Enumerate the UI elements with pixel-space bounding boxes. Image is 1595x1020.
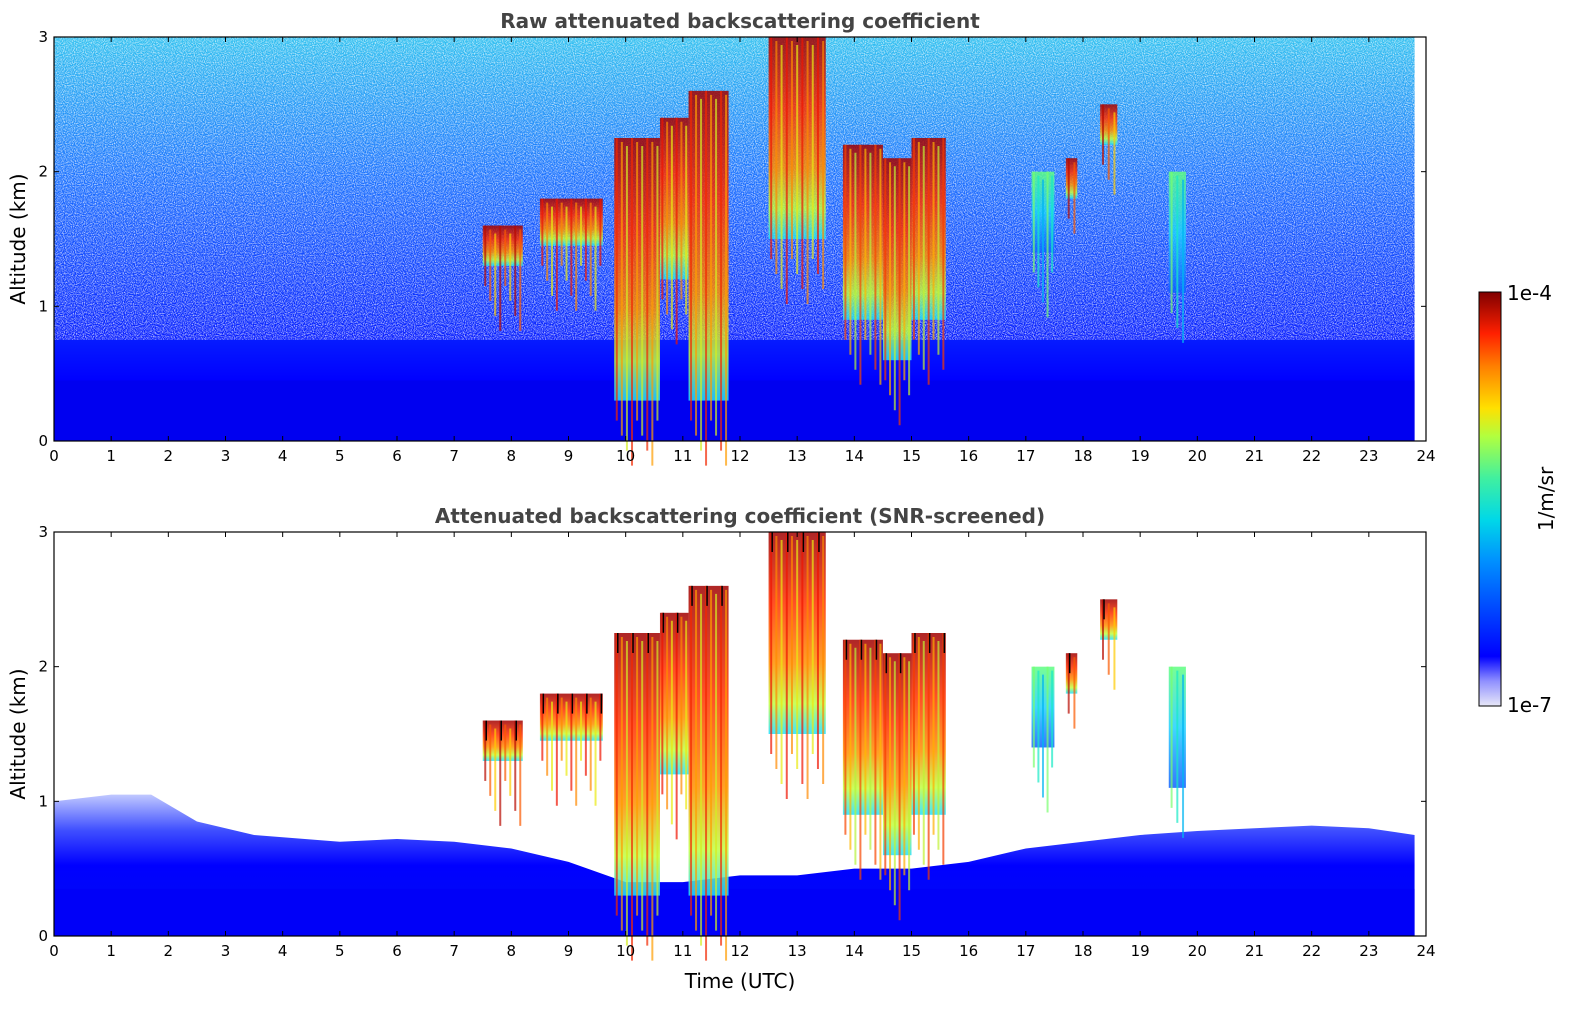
screened-x-tick-label: 11	[673, 942, 692, 960]
screened-x-tick-label: 4	[278, 942, 288, 960]
raw-x-tick-label: 0	[49, 447, 59, 465]
cloud-feature	[882, 158, 912, 361]
screened-x-tick-label: 6	[392, 942, 402, 960]
raw-x-tick-label: 7	[449, 447, 459, 465]
raw-x-tick-label: 23	[1359, 447, 1378, 465]
cloud-feature	[688, 585, 729, 896]
cloud-feature	[659, 117, 689, 280]
raw-x-tick-label: 19	[1131, 447, 1150, 465]
raw-x-tick-label: 14	[845, 447, 864, 465]
colorbar-units-label: 1/m/sr	[1534, 466, 1558, 531]
raw-y-tick-label: 0	[38, 432, 48, 450]
screened-x-tick-label: 18	[1073, 942, 1092, 960]
colorbar: 1e-4 1e-7 1/m/sr	[1478, 281, 1558, 717]
cloud-feature	[659, 612, 689, 775]
raw-x-tick-label: 15	[902, 447, 921, 465]
colorbar-max-label: 1e-4	[1507, 281, 1552, 305]
raw-x-tick-label: 11	[673, 447, 692, 465]
screened-y-tick-label: 3	[38, 523, 48, 541]
raw-x-tick-label: 13	[788, 447, 807, 465]
raw-x-tick-label: 10	[616, 447, 635, 465]
raw-boundary-layer	[54, 380, 1415, 441]
screened-y-axis: 0 1 2 3	[38, 523, 1426, 945]
cloud-feature	[842, 639, 883, 815]
screened-x-tick-label: 13	[788, 942, 807, 960]
screened-x-tick-label: 19	[1131, 942, 1150, 960]
raw-x-tick-label: 2	[164, 447, 174, 465]
raw-x-tick-label: 3	[221, 447, 231, 465]
screened-x-tick-label: 17	[1016, 942, 1035, 960]
raw-y-axis: 0 1 2 3	[38, 28, 1426, 450]
raw-x-tick-label: 20	[1188, 447, 1207, 465]
cloud-feature	[882, 653, 912, 856]
screened-x-tick-label: 1	[106, 942, 116, 960]
screened-x-tick-label: 5	[335, 942, 345, 960]
screened-x-tick-label: 24	[1416, 942, 1435, 960]
raw-x-tick-label: 21	[1245, 447, 1264, 465]
raw-x-tick-label: 5	[335, 447, 345, 465]
cloud-feature	[1065, 653, 1078, 694]
cloud-feature	[1065, 158, 1078, 199]
raw-x-tick-label: 1	[106, 447, 116, 465]
screened-plot-area	[54, 532, 1415, 961]
screened-x-tick-label: 8	[507, 942, 517, 960]
raw-x-tick-label: 6	[392, 447, 402, 465]
screened-y-tick-label: 2	[38, 658, 48, 676]
raw-x-tick-label: 8	[507, 447, 517, 465]
colorbar-scale	[1478, 291, 1502, 707]
screened-y-tick-label: 1	[38, 792, 48, 810]
screened-x-tick-label: 9	[564, 942, 574, 960]
screened-x-tick-label: 23	[1359, 942, 1378, 960]
screened-x-tick-label: 7	[449, 942, 459, 960]
raw-x-tick-label: 18	[1073, 447, 1092, 465]
screened-panel-title: Attenuated backscattering coefficient (S…	[435, 504, 1045, 528]
cloud-feature	[842, 144, 883, 320]
raw-x-tick-label: 24	[1416, 447, 1435, 465]
screened-x-tick-label: 21	[1245, 942, 1264, 960]
raw-y-tick-label: 2	[38, 163, 48, 181]
colorbar-min-label: 1e-7	[1507, 693, 1552, 717]
raw-noise-speckle	[54, 37, 1415, 340]
raw-x-tick-label: 9	[564, 447, 574, 465]
screened-panel: Attenuated backscattering coefficient (S…	[6, 504, 1436, 993]
screened-x-axis: 0 1 2 3 4 5 6 7 8 9 10 11 12 13 14 15 16 17 18 19 20 21 22 23 24	[49, 532, 1436, 960]
screened-boundary-layer-core	[54, 888, 1415, 936]
raw-x-tick-label: 12	[730, 447, 749, 465]
screened-x-tick-label: 2	[164, 942, 174, 960]
cloud-feature	[688, 90, 729, 401]
raw-y-tick-label: 1	[38, 297, 48, 315]
screened-x-tick-label: 0	[49, 942, 59, 960]
screened-x-tick-label: 3	[221, 942, 231, 960]
raw-plot-area	[54, 37, 1415, 466]
screened-x-tick-label: 20	[1188, 942, 1207, 960]
raw-panel-title: Raw attenuated backscattering coefficien…	[500, 9, 980, 33]
raw-x-tick-label: 17	[1016, 447, 1035, 465]
screened-x-tick-label: 15	[902, 942, 921, 960]
screened-x-tick-label: 16	[959, 942, 978, 960]
raw-x-axis: 0 1 2 3 4 5 6 7 8 9 10 11 12 13 14 15 16 17 18 19 20 21 22 23 24	[49, 37, 1436, 465]
raw-x-tick-label: 22	[1302, 447, 1321, 465]
cloud-feature	[482, 225, 523, 266]
raw-y-tick-label: 3	[38, 28, 48, 46]
screened-x-tick-label: 14	[845, 942, 864, 960]
raw-y-axis-label: Altitude (km)	[6, 173, 30, 304]
raw-x-tick-label: 16	[959, 447, 978, 465]
x-axis-label: Time (UTC)	[684, 969, 796, 993]
screened-y-tick-label: 0	[38, 927, 48, 945]
screened-x-tick-label: 12	[730, 942, 749, 960]
raw-x-tick-label: 4	[278, 447, 288, 465]
raw-panel: Raw attenuated backscattering coefficien…	[6, 9, 1436, 466]
screened-x-tick-label: 22	[1302, 942, 1321, 960]
screened-x-tick-label: 10	[616, 942, 635, 960]
screened-y-axis-label: Altitude (km)	[6, 668, 30, 799]
